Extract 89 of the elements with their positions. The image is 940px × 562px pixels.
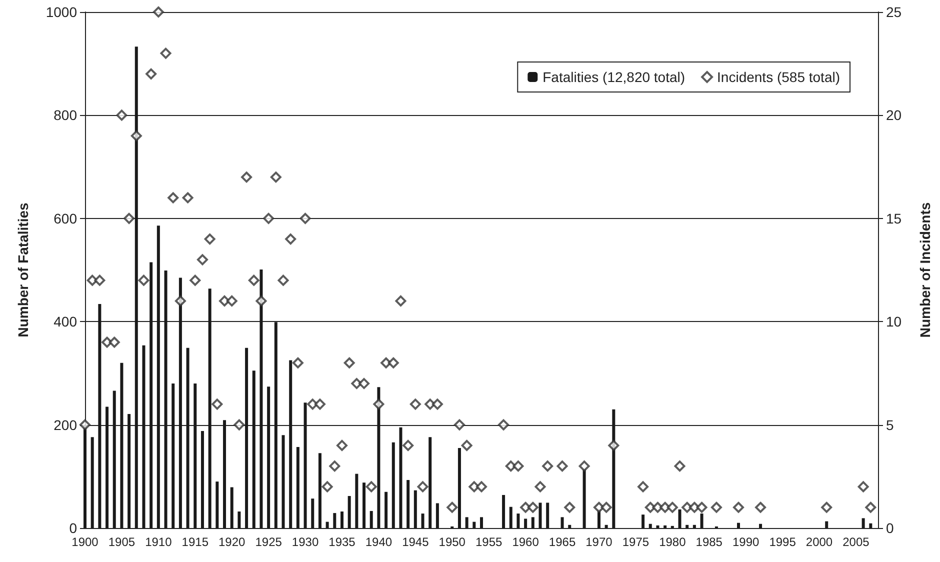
x-tick-label: 1980 [659, 535, 686, 549]
bar [480, 517, 483, 528]
y2-tick-label: 25 [886, 4, 902, 20]
y-tick-label: 200 [54, 416, 78, 433]
bar [472, 522, 476, 528]
x-tick-label: 1990 [732, 535, 760, 549]
bar [436, 503, 439, 528]
bar [370, 510, 373, 528]
bar [414, 490, 417, 528]
bar [340, 511, 344, 528]
bar [524, 518, 528, 528]
x-tick-label: 1925 [255, 535, 282, 549]
bar [465, 517, 468, 528]
bar [392, 442, 395, 528]
x-tick-label: 1900 [72, 535, 99, 549]
x-tick-label: 1905 [108, 535, 136, 549]
bar [546, 502, 550, 528]
bar [428, 437, 432, 528]
bar [664, 525, 667, 528]
y2-axis-title: Number of Incidents [917, 202, 933, 338]
x-tick-label: 1930 [292, 535, 319, 549]
bar [568, 524, 572, 528]
x-tick-label: 1910 [145, 535, 172, 549]
bar [90, 437, 94, 528]
bar [736, 522, 740, 528]
bar [421, 514, 424, 528]
y-tick-label: 800 [54, 107, 78, 124]
bar [869, 523, 872, 528]
bar [678, 509, 682, 528]
bar [355, 474, 358, 528]
bar [686, 524, 689, 528]
bar [296, 446, 300, 528]
bar [406, 480, 410, 528]
y-axis-title: Number of Fatalities [15, 202, 31, 338]
bar [582, 469, 586, 528]
legend-label: Incidents (585 total) [717, 69, 840, 85]
bar [759, 524, 762, 528]
bar [384, 492, 388, 528]
bar [604, 524, 608, 528]
bar [516, 514, 520, 528]
bar [230, 487, 234, 528]
bar [200, 430, 204, 528]
x-tick-label: 1965 [548, 535, 576, 549]
bar [216, 482, 219, 528]
x-tick-label: 1940 [365, 535, 392, 549]
bar [318, 453, 322, 528]
x-tick-label: 1950 [438, 535, 466, 549]
bar [333, 513, 336, 528]
x-tick-label: 1975 [622, 535, 650, 549]
bar [509, 506, 512, 528]
bar [656, 525, 660, 528]
x-tick-label: 1955 [475, 535, 503, 549]
bar [862, 518, 865, 528]
x-tick-label: 2005 [842, 535, 870, 549]
y2-tick-label: 0 [886, 520, 894, 536]
bar [362, 482, 366, 528]
bar [326, 522, 329, 528]
y-tick-label: 1000 [46, 4, 78, 20]
x-tick-label: 1995 [769, 535, 796, 549]
y-tick-label: 400 [54, 314, 78, 330]
y-tick-label: 0 [69, 520, 78, 536]
x-tick-label: 2000 [806, 535, 833, 549]
x-tick-label: 1920 [218, 535, 246, 549]
bar [282, 435, 285, 528]
y2-tick-label: 10 [886, 314, 902, 330]
y-tick-label: 600 [54, 210, 78, 226]
bar [692, 524, 696, 528]
x-tick-label: 1915 [182, 535, 209, 549]
bar [825, 521, 828, 528]
bar [560, 517, 564, 528]
bar [642, 514, 645, 528]
bar [458, 448, 461, 528]
bar [538, 502, 542, 528]
bar [531, 517, 534, 528]
y2-tick-label: 20 [886, 107, 902, 124]
bar [238, 511, 241, 528]
legend-label: Fatalities (12,820 total) [542, 69, 686, 85]
bar [648, 524, 652, 528]
x-tick-label: 1945 [402, 535, 430, 549]
x-tick-label: 1970 [586, 535, 613, 549]
bar [311, 498, 314, 528]
x-tick-label: 1985 [696, 535, 723, 549]
x-tick-label: 1960 [512, 535, 540, 549]
y2-tick-label: 5 [886, 416, 894, 433]
bar [502, 494, 506, 528]
y2-tick-label: 15 [886, 210, 902, 226]
bar [700, 514, 704, 528]
x-tick-label: 1935 [328, 535, 356, 549]
bar [348, 496, 351, 528]
